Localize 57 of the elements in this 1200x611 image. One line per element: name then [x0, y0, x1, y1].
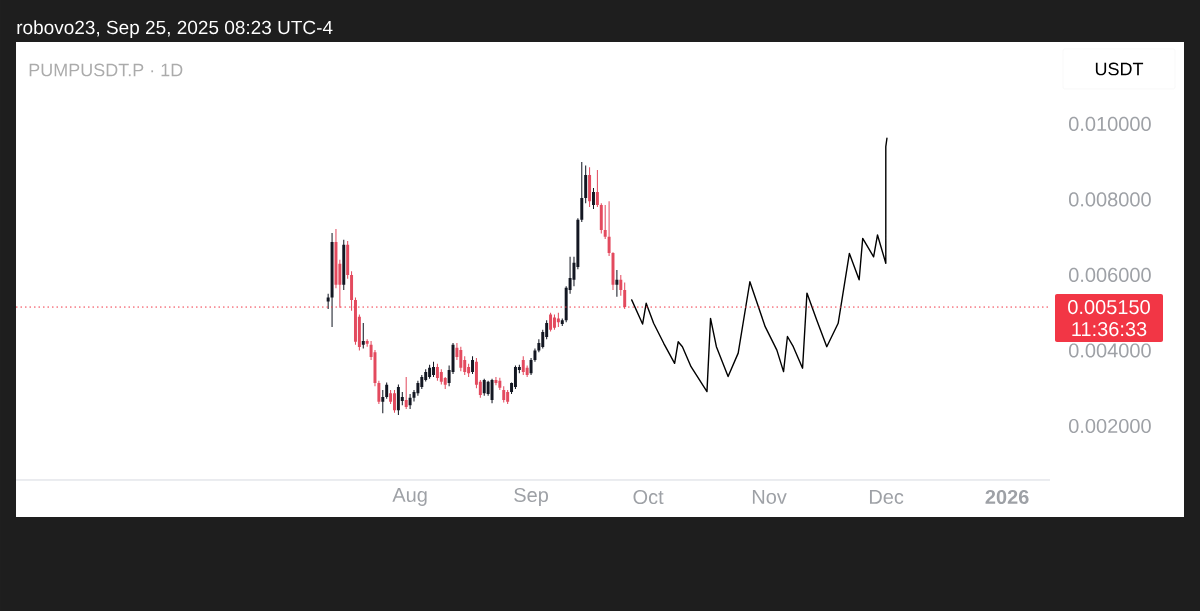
candlestick — [615, 270, 619, 297]
candlestick — [385, 382, 389, 399]
candlestick — [459, 346, 463, 372]
y-tick-label: 0.008000 — [1068, 192, 1151, 207]
y-tick-label: 0.002000 — [1068, 418, 1151, 434]
candlestick — [580, 162, 584, 223]
candlestick — [428, 364, 432, 379]
candlestick — [588, 167, 592, 207]
candlestick — [393, 390, 396, 413]
candlestick — [471, 356, 475, 374]
candlestick — [490, 378, 494, 404]
candlestick — [584, 165, 588, 204]
candlestick — [595, 169, 599, 207]
candlestick — [435, 363, 439, 381]
candlestick — [599, 203, 603, 234]
candlestick — [494, 376, 498, 386]
candlestick — [326, 293, 330, 309]
x-tick-label: Aug — [392, 488, 427, 506]
text: robovo23, Sep 25, 2025 08:23 UTC-4 — [17, 20, 333, 38]
candlestick — [552, 314, 556, 330]
ref-line-label: 0.005150 — [1068, 299, 1150, 315]
line-series — [630, 137, 888, 393]
candlestick — [506, 390, 510, 405]
candlestick — [592, 188, 595, 209]
candlestick — [482, 378, 486, 396]
candlestick — [381, 390, 385, 414]
candlestick — [346, 240, 350, 279]
candlestick — [432, 361, 435, 377]
candlestick — [408, 393, 412, 409]
candlestick — [404, 376, 408, 409]
candlestick — [560, 318, 564, 326]
candlestick — [350, 271, 354, 311]
text: 11:36:33 — [1072, 321, 1147, 337]
text: PUMPUSDT.P · 1D — [29, 63, 183, 77]
candlestick — [377, 380, 381, 405]
candlestick — [365, 339, 369, 347]
x-tick-label: Sep — [514, 487, 548, 507]
x-tick-label: Oct — [633, 489, 664, 505]
candlestick — [619, 274, 623, 296]
x-tick-label: Dec — [869, 490, 904, 504]
candlestick — [556, 312, 560, 328]
candlestick — [603, 205, 607, 240]
candlestick — [623, 282, 627, 309]
x-tick-label: 2026 — [985, 489, 1029, 505]
y-tick-label: 0.010000 — [1068, 116, 1151, 132]
y-tick-label: 0.006000 — [1068, 267, 1151, 283]
candlestick — [342, 239, 346, 291]
candlestick — [396, 384, 400, 416]
candlestick — [498, 377, 502, 391]
candlestick — [549, 312, 553, 332]
x-tick-label: Nov — [752, 490, 787, 504]
candlestick — [502, 386, 506, 403]
candlestick — [521, 356, 525, 376]
candlestick — [330, 233, 334, 328]
y-axis-title: USDT — [1095, 62, 1144, 76]
candlestick — [361, 322, 365, 349]
y-tick-label: 0.004000 — [1068, 343, 1151, 358]
